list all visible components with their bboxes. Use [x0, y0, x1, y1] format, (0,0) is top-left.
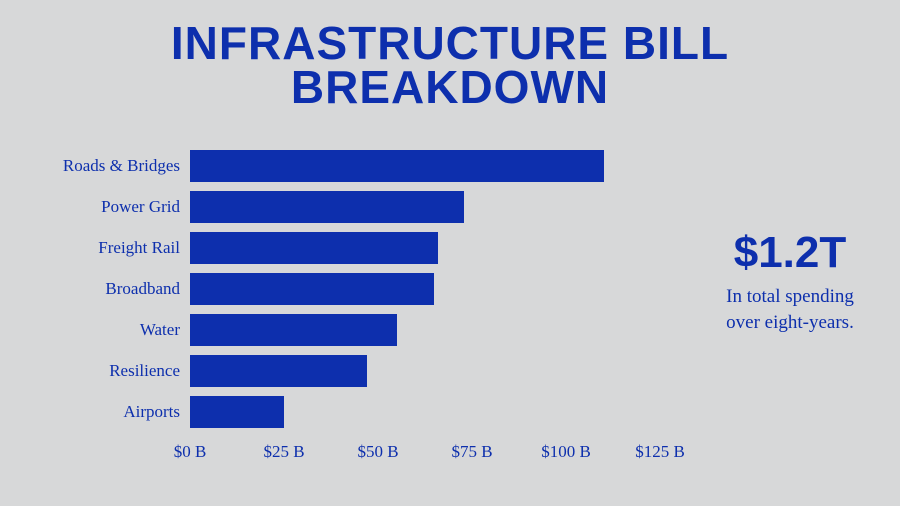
chart-title: INFRASTRUCTURE BILL BREAKDOWN: [0, 0, 900, 109]
chart-plot-area: Roads & Bridges Power Grid Freight Rail Bro…: [190, 150, 660, 440]
bar: [190, 273, 434, 305]
category-label: Airports: [40, 402, 180, 422]
bar-chart: Roads & Bridges Power Grid Freight Rail Bro…: [40, 150, 680, 480]
bar-row: Roads & Bridges: [190, 150, 660, 182]
bar: [190, 191, 464, 223]
category-label: Resilience: [40, 361, 180, 381]
bar-row: Resilience: [190, 355, 660, 387]
bar: [190, 314, 397, 346]
callout-amount: $1.2T: [720, 228, 860, 278]
bar-row: Freight Rail: [190, 232, 660, 264]
bar-row: Water: [190, 314, 660, 346]
x-tick-label: $125 B: [635, 442, 685, 462]
x-tick-label: $25 B: [263, 442, 304, 462]
category-label: Roads & Bridges: [40, 156, 180, 176]
bar: [190, 355, 367, 387]
x-tick-label: $0 B: [174, 442, 207, 462]
bar: [190, 150, 604, 182]
bar-row: Power Grid: [190, 191, 660, 223]
callout-subtext: In total spending over eight-years.: [720, 284, 860, 335]
bar-row: Airports: [190, 396, 660, 428]
x-tick-label: $50 B: [357, 442, 398, 462]
category-label: Freight Rail: [40, 238, 180, 258]
title-line-2: BREAKDOWN: [0, 66, 900, 110]
x-axis: $0 B$25 B$50 B$75 B$100 B$125 B: [190, 442, 660, 472]
category-label: Broadband: [40, 279, 180, 299]
title-line-1: INFRASTRUCTURE BILL: [0, 22, 900, 66]
category-label: Water: [40, 320, 180, 340]
total-callout: $1.2T In total spending over eight-years…: [720, 228, 860, 335]
bar: [190, 396, 284, 428]
category-label: Power Grid: [40, 197, 180, 217]
x-tick-label: $100 B: [541, 442, 591, 462]
bar-row: Broadband: [190, 273, 660, 305]
x-tick-label: $75 B: [451, 442, 492, 462]
bar: [190, 232, 438, 264]
